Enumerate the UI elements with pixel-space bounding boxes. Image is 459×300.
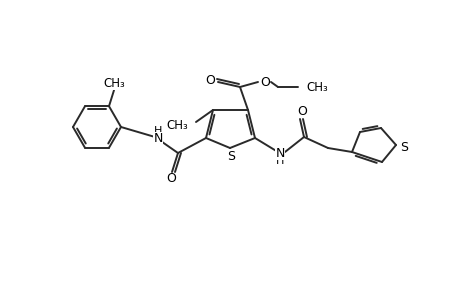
Text: N: N	[275, 146, 284, 160]
Text: O: O	[297, 104, 306, 118]
Text: H: H	[275, 156, 284, 166]
Text: O: O	[259, 76, 269, 88]
Text: O: O	[166, 172, 175, 185]
Text: S: S	[226, 149, 235, 163]
Text: CH₃: CH₃	[103, 77, 124, 90]
Text: N: N	[153, 131, 162, 145]
Text: S: S	[399, 140, 407, 154]
Text: CH₃: CH₃	[166, 118, 188, 131]
Text: H: H	[153, 126, 162, 136]
Text: O: O	[205, 74, 214, 86]
Text: CH₃: CH₃	[305, 80, 327, 94]
